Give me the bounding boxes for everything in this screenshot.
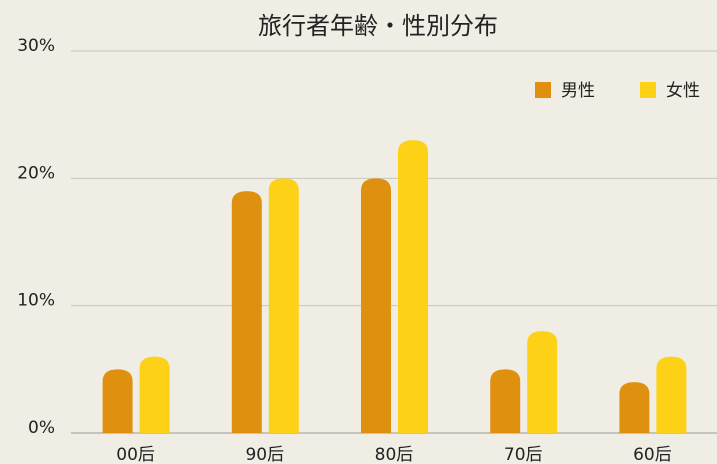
bar	[490, 369, 521, 433]
x-tick-label: 00后	[116, 445, 155, 464]
legend-label: 女性	[666, 81, 700, 101]
bar	[527, 331, 558, 433]
y-tick-label: 20%	[17, 163, 55, 183]
x-tick-label: 70后	[504, 445, 543, 464]
legend-swatch	[640, 82, 656, 98]
y-tick-label: 0%	[28, 418, 55, 438]
legend-swatch	[535, 82, 551, 98]
bar	[398, 140, 428, 433]
x-tick-label: 80后	[375, 445, 414, 464]
bar	[619, 382, 650, 433]
bar	[102, 369, 133, 433]
bar	[268, 178, 299, 433]
bar	[231, 191, 262, 433]
x-tick-label: 90后	[245, 445, 284, 464]
y-tick-label: 30%	[17, 36, 55, 56]
bar	[656, 356, 687, 433]
x-tick-label: 60后	[633, 445, 672, 464]
bar	[139, 356, 170, 433]
y-tick-label: 10%	[17, 291, 55, 311]
legend-label: 男性	[561, 81, 595, 101]
chart-title: 旅行者年齢・性別分布	[258, 12, 498, 40]
bar	[361, 178, 391, 433]
